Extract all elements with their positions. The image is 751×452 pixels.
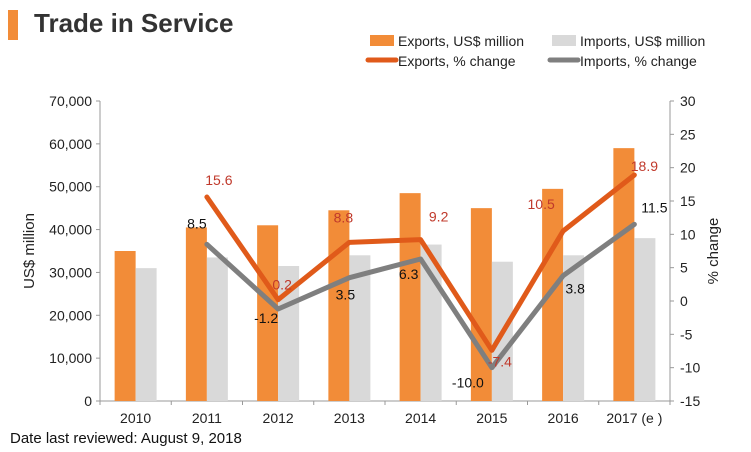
review-date-note: Date last reviewed: August 9, 2018: [10, 430, 242, 447]
left-axis-tick-label: 50,000: [49, 179, 92, 195]
chart-title: Trade in Service: [34, 8, 234, 38]
exports-change-label: -7.4: [488, 353, 512, 369]
legend-swatch-exports_bar: [370, 35, 394, 46]
imports-change-label: 8.5: [187, 215, 207, 231]
left-axis-tick-label: 30,000: [49, 264, 92, 280]
exports-bar: [613, 148, 635, 401]
exports-change-label: 8.8: [334, 209, 354, 225]
exports-change-label: 10.5: [528, 196, 555, 212]
legend-label-imports_line: Imports, % change: [580, 53, 697, 69]
legend-label-exports_bar: Exports, US$ million: [398, 33, 524, 49]
left-axis-tick-label: 70,000: [49, 93, 92, 109]
exports-change-label: 15.6: [205, 172, 232, 188]
imports-bar: [349, 255, 371, 401]
right-axis-tick-label: -15: [680, 393, 700, 409]
left-axis-tick-label: 20,000: [49, 307, 92, 323]
imports-change-label: -10.0: [452, 375, 484, 391]
imports-change-label: 3.8: [565, 281, 585, 297]
exports-bar: [399, 193, 421, 401]
left-axis-tick-label: 0: [84, 393, 92, 409]
imports-bar: [563, 255, 585, 401]
x-axis-tick-label: 2014: [405, 410, 436, 426]
x-axis-tick-label: 2011: [192, 410, 222, 426]
right-axis-tick-label: 30: [680, 93, 696, 109]
exports-change-label: 0.2: [272, 277, 292, 293]
right-axis-title: % change: [705, 218, 722, 285]
x-axis-tick-label: 2015: [476, 410, 507, 426]
imports-bar: [135, 268, 157, 401]
right-axis-tick-label: -10: [680, 360, 700, 376]
exports-change-label: 9.2: [429, 209, 449, 225]
imports-change-label: 11.5: [641, 199, 667, 215]
x-axis-tick-label: 2017 (e ): [606, 410, 662, 426]
legend-label-exports_line: Exports, % change: [398, 53, 516, 69]
x-axis-tick-label: 2012: [263, 410, 294, 426]
left-axis-title: US$ million: [21, 213, 38, 289]
title-accent-bar: [8, 10, 18, 40]
imports-bar: [634, 238, 656, 401]
exports-bar: [470, 208, 492, 401]
right-axis-tick-label: 0: [680, 293, 688, 309]
imports-change-label: 3.5: [336, 287, 356, 303]
x-axis-tick-label: 2010: [120, 410, 151, 426]
exports-bar: [328, 210, 350, 401]
left-axis-tick-label: 10,000: [49, 350, 92, 366]
right-axis-tick-label: 20: [680, 160, 696, 176]
right-axis-tick-label: 10: [680, 226, 696, 242]
exports-bar: [114, 251, 136, 401]
right-axis-tick-label: -5: [680, 326, 693, 342]
x-axis-tick-label: 2016: [548, 410, 579, 426]
exports-bar: [185, 227, 207, 401]
imports-change-line: [204, 221, 637, 371]
imports-change-label: -1.2: [254, 310, 278, 326]
left-axis-tick-label: 60,000: [49, 136, 92, 152]
exports-change-line: [204, 172, 637, 353]
imports-bar: [206, 257, 228, 401]
left-axis-tick-label: 40,000: [49, 222, 92, 238]
imports-change-label: 6.3: [399, 266, 419, 282]
exports-change-label: 18.9: [631, 158, 658, 174]
right-axis-tick-label: 15: [680, 193, 696, 209]
exports-bar: [257, 225, 279, 401]
right-axis-tick-label: 5: [680, 260, 688, 276]
x-axis-tick-label: 2013: [334, 410, 365, 426]
right-axis-tick-label: 25: [680, 126, 696, 142]
legend-swatch-imports_bar: [552, 35, 576, 46]
legend-label-imports_bar: Imports, US$ million: [580, 33, 705, 49]
